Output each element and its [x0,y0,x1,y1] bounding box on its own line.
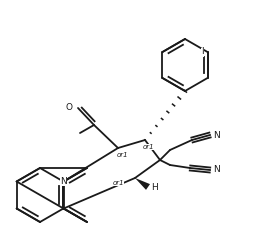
Text: H: H [151,183,157,191]
Polygon shape [135,178,150,190]
Text: O: O [66,104,73,112]
Text: N: N [213,130,219,139]
Text: I: I [201,47,204,57]
Text: or1: or1 [142,144,154,150]
Text: or1: or1 [112,180,124,186]
Text: N: N [60,177,67,186]
Text: N: N [213,166,219,174]
Text: or1: or1 [116,152,128,158]
